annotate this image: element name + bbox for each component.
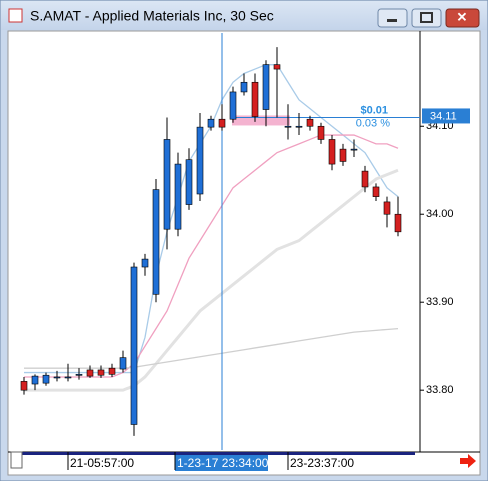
candle-body [229,91,237,120]
candle-body [185,159,193,205]
scroll-handle[interactable] [10,451,23,469]
window-title: S.AMAT - Applied Materials Inc, 30 Sec [30,8,274,24]
candle-body [207,118,215,128]
candle-body [262,64,270,110]
candle-body [306,118,314,127]
minimize-icon [387,19,397,22]
candle-body [350,148,358,151]
scroll-right-arrow[interactable] [460,454,476,468]
candle-body [328,139,336,165]
x-tick-label: 21-05:57:00 [70,456,134,470]
moving-average [24,168,399,392]
moving-average [24,134,399,378]
y-tick-label: 33.80 [426,384,454,396]
candle-body [64,376,72,379]
candle-body [174,163,182,230]
candle-body [295,125,303,128]
candle-body [108,367,116,375]
candle-body [20,381,28,391]
maximize-button[interactable] [411,8,442,28]
annotation: 0.03 % [356,117,390,129]
candle-body [284,125,292,128]
chart-pane [7,30,481,476]
candle-body [383,201,391,215]
time-scroll-bar[interactable] [22,452,415,455]
candle-body [141,258,149,268]
maximize-icon [420,12,433,23]
candle-body [75,374,83,376]
candle-body [218,118,226,128]
candle-body [317,125,325,140]
candle-body [97,369,105,376]
candle-body [42,374,50,384]
minimize-button[interactable] [377,8,408,28]
moving-average [24,327,399,369]
candle-body [372,186,380,197]
y-tick-label: 34.00 [426,208,454,220]
plot: $0.010.03 %33.8033.9034.0034.1034.1121-0… [20,33,470,471]
candle-body [152,189,160,295]
candle-body [31,375,39,385]
candle-body [251,81,259,117]
price-label: 34.11 [430,110,457,122]
x-tick-label: 23-23:37:00 [290,456,354,470]
x-label-highlight [175,455,268,471]
app-icon [8,8,23,23]
close-icon: ✕ [457,9,468,24]
candle-body [163,139,171,230]
annotation: $0.01 [360,104,388,116]
candle-body [394,213,402,233]
candle-body [53,376,61,379]
selection-highlight [232,115,290,126]
candle-body [86,369,94,377]
price-box [422,108,470,124]
candle-body [240,81,248,93]
candle-body [196,126,204,195]
candle-body [339,148,347,162]
x-tick-label: 1-23-17 23:34:00 [177,456,269,470]
close-button[interactable] [445,8,480,28]
candle-body [119,357,127,370]
y-tick-label: 33.90 [426,296,454,308]
candle-body [361,170,369,188]
candle-body [130,266,138,425]
candle-body [273,64,281,70]
